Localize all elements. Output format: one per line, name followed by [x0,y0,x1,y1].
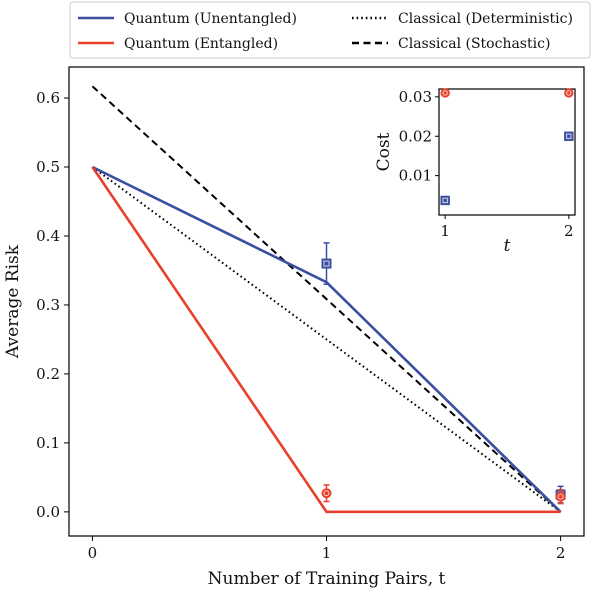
x-axis-label: Number of Training Pairs, t [208,569,446,589]
legend: Quantum (Unentangled) Quantum (Entangled)… [69,1,591,59]
inset-point-1-0-inner [442,90,448,96]
inset-point-1-1-inner [566,90,572,96]
data-point-1-0-inner [323,490,330,497]
data-point-1-1 [555,491,566,502]
inset-point-0-0-inner [442,197,448,204]
y-tick-label-1: 0.1 [36,434,60,452]
y-tick-label-5: 0.5 [36,158,60,176]
data-point-1-0 [321,488,332,499]
x-tick-label-1: 1 [322,544,332,562]
inset-y-tick-label-1: 0.02 [399,127,432,145]
legend-label-1: Quantum (Entangled) [124,36,278,52]
inset-x-tick-label-1: 2 [564,222,574,240]
inset-point-0-1-inner [566,133,572,139]
x-tick-label-0: 0 [88,544,98,562]
y-tick-label-6: 0.6 [36,89,60,107]
series-line-3 [91,85,562,513]
y-tick-label-3: 0.3 [36,296,60,314]
inset-point-1-0 [440,88,450,98]
inset-y-axis-label: Cost [374,132,394,171]
legend-frame [69,1,591,59]
inset-y-tick-label-2: 0.03 [399,88,432,106]
x-tick-label-2: 2 [556,544,566,562]
inset-x-tick-label-0: 1 [440,222,450,240]
y-tick-label-0: 0.0 [36,503,60,521]
inset-y-tick-label-0: 0.01 [399,167,432,185]
inset-point-1-1 [564,88,574,98]
legend-label-3: Classical (Stochastic) [398,36,550,52]
inset-point-0-0 [440,195,450,206]
data-point-0-0-inner [323,260,330,267]
legend-label-0: Quantum (Unentangled) [124,11,297,27]
y-axis-label: Average Risk [3,244,23,359]
data-point-0-0 [321,258,332,269]
inset-x-axis-label: t [504,236,511,256]
series-line-1 [91,166,561,514]
inset-frame [438,88,576,216]
data-point-1-1-inner [557,493,564,500]
series-line-2 [91,166,562,513]
legend-label-2: Classical (Deterministic) [398,11,573,27]
y-tick-label-2: 0.2 [36,365,60,383]
inset-point-0-1 [564,131,574,141]
inset-chart: 0.01 0.02 0.03 1 2 t Cost [374,88,576,256]
y-tick-label-4: 0.4 [36,227,60,245]
